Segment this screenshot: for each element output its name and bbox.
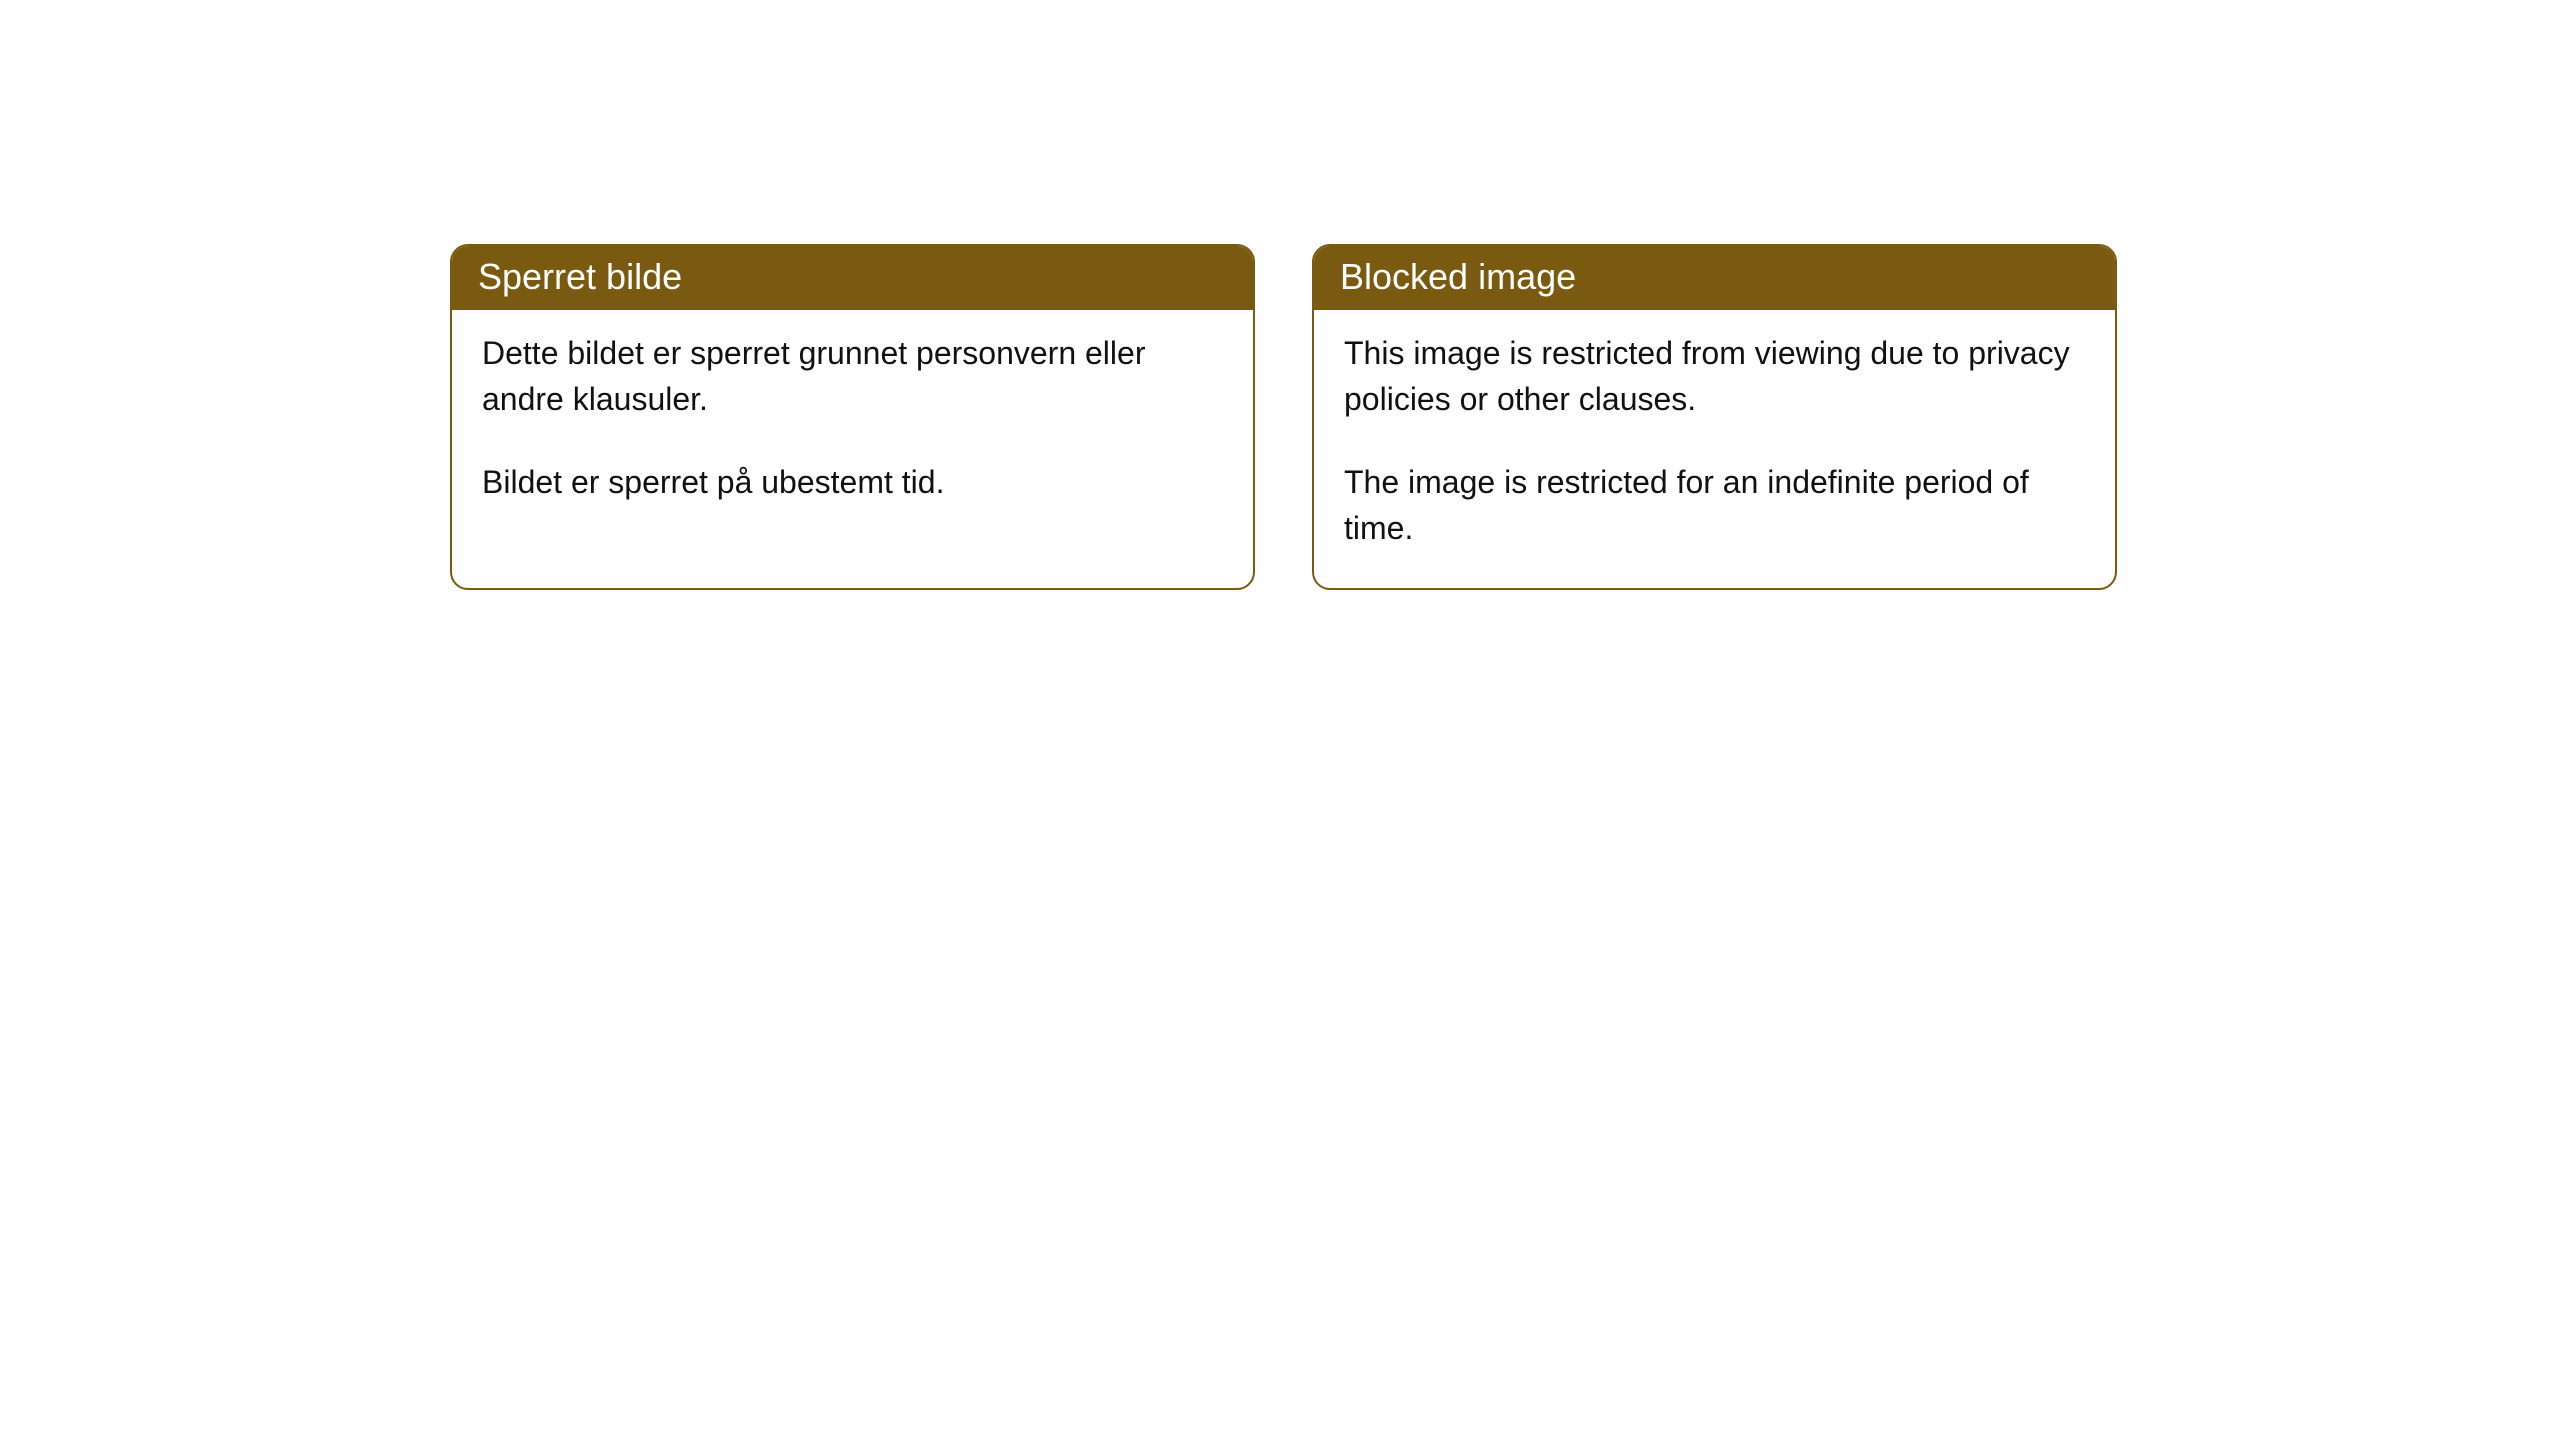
card-paragraph-no-2: Bildet er sperret på ubestemt tid. bbox=[482, 459, 1223, 505]
card-body-no: Dette bildet er sperret grunnet personve… bbox=[452, 310, 1253, 541]
card-paragraph-en-2: The image is restricted for an indefinit… bbox=[1344, 459, 2085, 552]
notice-cards-container: Sperret bilde Dette bildet er sperret gr… bbox=[450, 244, 2117, 590]
card-body-en: This image is restricted from viewing du… bbox=[1314, 310, 2115, 588]
card-header-no: Sperret bilde bbox=[452, 246, 1253, 310]
blocked-image-card-no: Sperret bilde Dette bildet er sperret gr… bbox=[450, 244, 1255, 590]
card-paragraph-en-1: This image is restricted from viewing du… bbox=[1344, 330, 2085, 423]
card-title-no: Sperret bilde bbox=[478, 256, 682, 297]
blocked-image-card-en: Blocked image This image is restricted f… bbox=[1312, 244, 2117, 590]
card-header-en: Blocked image bbox=[1314, 246, 2115, 310]
card-title-en: Blocked image bbox=[1340, 256, 1576, 297]
card-paragraph-no-1: Dette bildet er sperret grunnet personve… bbox=[482, 330, 1223, 423]
